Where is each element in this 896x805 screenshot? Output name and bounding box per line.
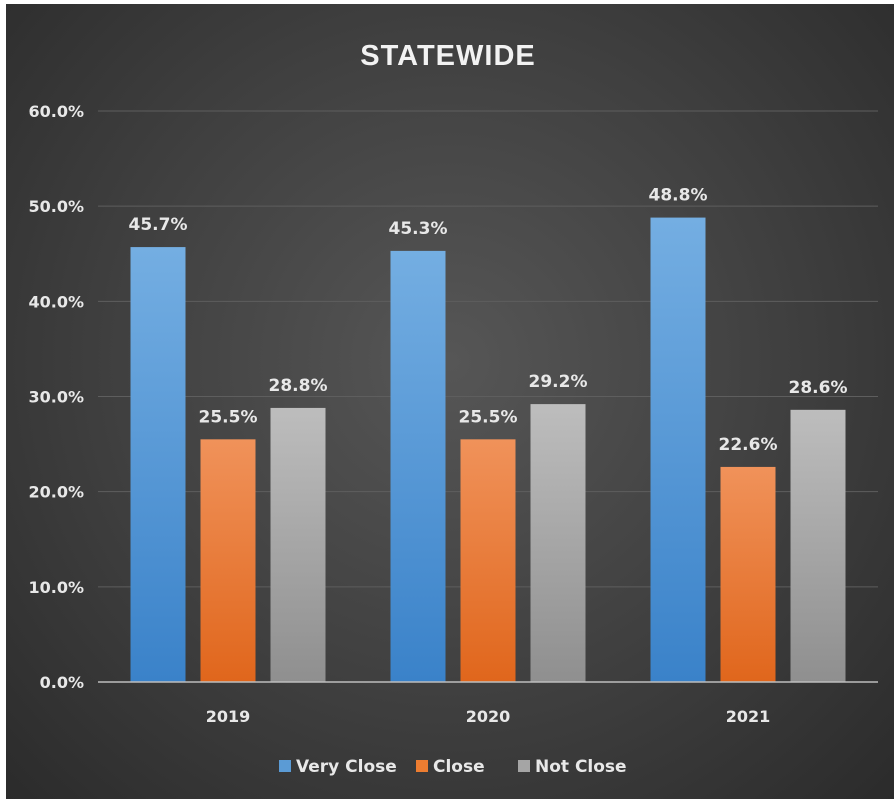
- y-axis-ticks: 0.0% 10.0% 20.0% 30.0% 40.0% 50.0% 60.0%: [28, 102, 84, 692]
- chart-area: STATEWIDE 0.0% 10.0% 20.0% 30.0% 40.0% 50.0% 6…: [6, 4, 894, 799]
- legend-swatch: [518, 760, 530, 772]
- y-tick-label: 20.0%: [28, 483, 84, 502]
- x-axis-ticks: 2019 2020 2021: [206, 707, 771, 726]
- data-labels: 45.7% 25.5% 28.8% 45.3% 25.5% 29.2% 48.8% 22.6%…: [129, 186, 848, 455]
- data-label: 45.3%: [389, 219, 448, 239]
- y-tick-label: 60.0%: [28, 102, 84, 121]
- data-label: 25.5%: [199, 407, 258, 427]
- x-tick-label: 2020: [466, 707, 511, 726]
- data-label: 25.5%: [459, 407, 518, 427]
- data-label: 45.7%: [129, 215, 188, 235]
- data-label: 28.6%: [789, 378, 848, 398]
- y-tick-label: 30.0%: [28, 388, 84, 407]
- data-label: 48.8%: [649, 186, 708, 206]
- bar-not-close-2021: [790, 409, 846, 682]
- x-tick-label: 2019: [206, 707, 251, 726]
- x-tick-label: 2021: [726, 707, 771, 726]
- y-tick-label: 0.0%: [40, 673, 84, 692]
- y-tick-label: 40.0%: [28, 292, 84, 311]
- legend-label: Close: [433, 757, 485, 777]
- y-tick-label: 50.0%: [28, 197, 84, 216]
- bar-not-close-2019: [270, 407, 326, 682]
- bar-very-close-2020: [390, 250, 446, 682]
- y-tick-label: 10.0%: [28, 578, 84, 597]
- data-label: 29.2%: [529, 372, 588, 392]
- legend-swatch: [416, 760, 428, 772]
- bar-close-2021: [720, 466, 776, 682]
- legend-label: Not Close: [535, 757, 627, 777]
- bars: [130, 217, 846, 683]
- bar-chart: STATEWIDE 0.0% 10.0% 20.0% 30.0% 40.0% 50.0% 6…: [28, 40, 878, 777]
- legend-label: Very Close: [296, 757, 397, 777]
- legend-swatch: [279, 760, 291, 772]
- chart-title: STATEWIDE: [360, 40, 535, 72]
- data-label: 28.8%: [269, 376, 328, 396]
- data-label: 22.6%: [719, 435, 778, 455]
- legend: Very Close Close Not Close: [279, 757, 627, 777]
- bar-close-2019: [200, 439, 256, 682]
- bar-not-close-2020: [530, 404, 586, 682]
- bar-very-close-2021: [650, 217, 706, 682]
- bar-very-close-2019: [130, 247, 186, 683]
- bar-close-2020: [460, 439, 516, 682]
